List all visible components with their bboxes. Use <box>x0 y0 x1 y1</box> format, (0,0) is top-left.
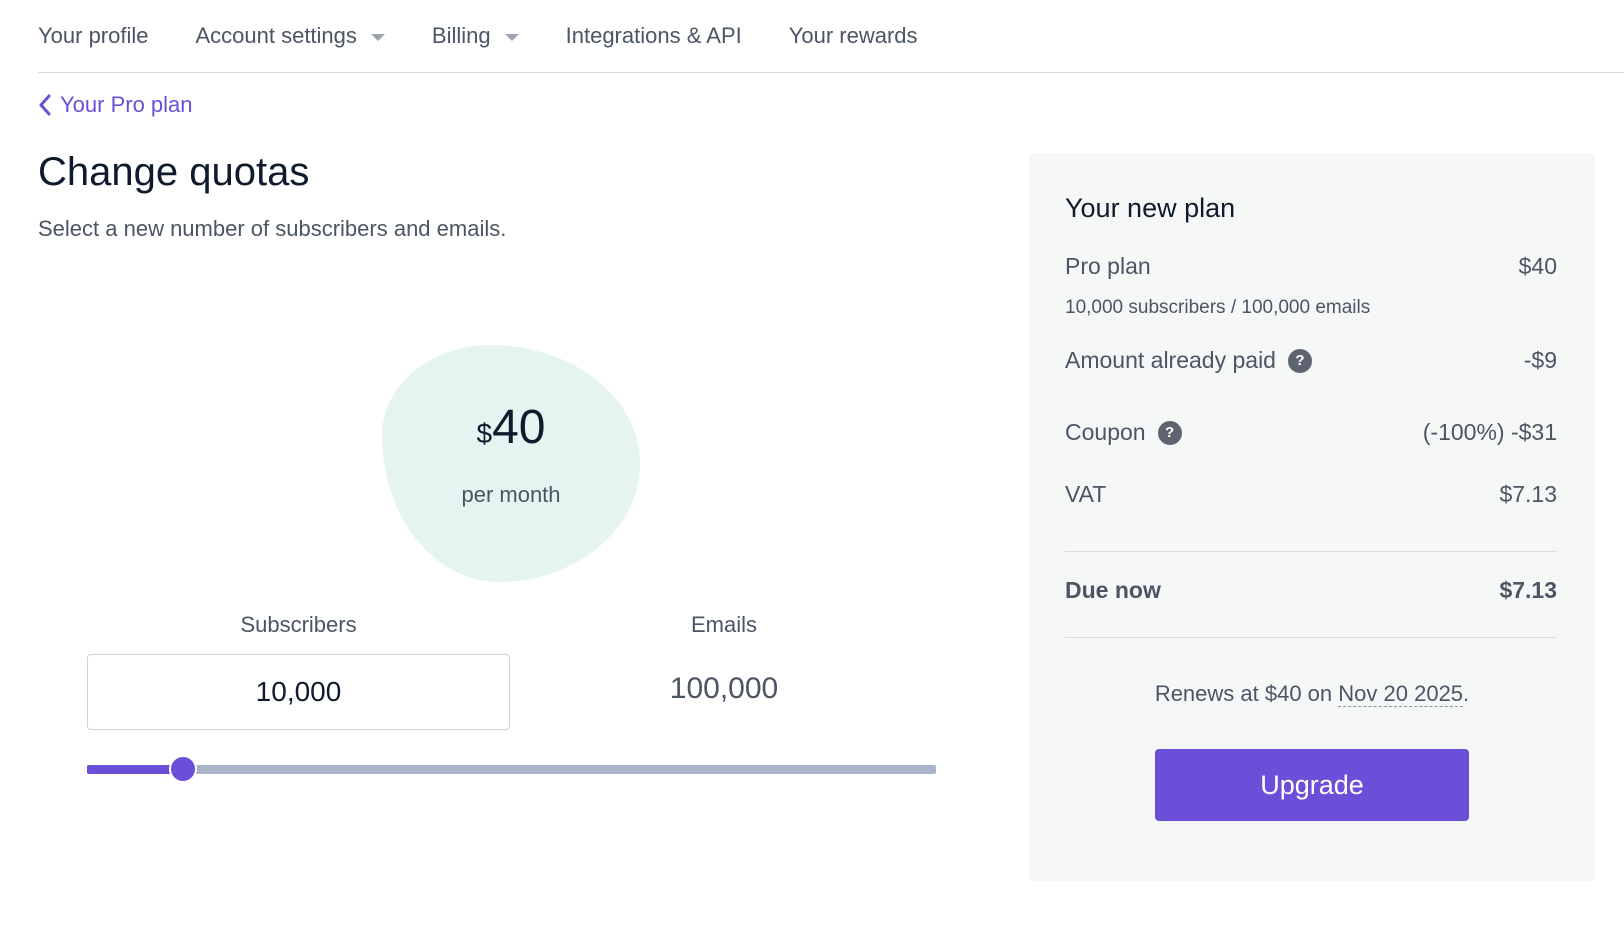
slider-fill <box>87 765 183 774</box>
renews-suffix: . <box>1463 681 1470 706</box>
nav-label: Integrations & API <box>565 23 742 48</box>
chevron-left-icon <box>39 94 51 116</box>
price-amount: 40 <box>492 401 546 454</box>
renewal-date[interactable]: Nov 20 2025 <box>1338 681 1464 707</box>
back-to-pro-plan-link[interactable]: Your Pro plan <box>38 92 193 118</box>
coupon-value: (-100%) -$31 <box>1422 419 1557 445</box>
subscribers-slider[interactable] <box>87 752 936 786</box>
due-now-value: $7.13 <box>1499 577 1557 603</box>
renewal-note: Renews at $40 on Nov 20 2025. <box>1029 681 1595 707</box>
vat-row: VAT $7.13 <box>1065 481 1557 508</box>
caret-down-icon <box>504 33 519 41</box>
new-plan-summary: Your new plan Pro plan $40 10,000 subscr… <box>1029 153 1595 881</box>
vat-label: VAT <box>1065 481 1107 507</box>
subscribers-input[interactable] <box>87 654 510 730</box>
slider-thumb[interactable] <box>168 755 197 783</box>
coupon-label: Coupon <box>1065 419 1146 445</box>
upgrade-button[interactable]: Upgrade <box>1155 749 1469 821</box>
back-link-label: Your Pro plan <box>60 92 193 117</box>
already-paid-value: -$9 <box>1523 347 1557 373</box>
page-subtitle: Select a new number of subscribers and e… <box>38 216 507 241</box>
nav-label: Your rewards <box>788 23 918 48</box>
already-paid-label: Amount already paid <box>1065 347 1276 373</box>
monthly-price: $40 <box>382 400 640 455</box>
top-nav: Your profile Account settings Billing In… <box>38 0 1624 73</box>
divider <box>1065 637 1557 638</box>
emails-label: Emails <box>690 612 757 637</box>
plan-price: $40 <box>1518 253 1557 279</box>
plan-row: Pro plan $40 <box>1065 253 1557 280</box>
nav-your-profile[interactable]: Your profile <box>38 23 148 49</box>
coupon-row: Coupon ? (-100%) -$31 <box>1065 419 1557 446</box>
nav-your-rewards[interactable]: Your rewards <box>789 23 918 49</box>
help-icon[interactable]: ? <box>1157 420 1182 445</box>
due-now-label: Due now <box>1065 577 1161 603</box>
emails-value: 100,000 <box>669 672 779 705</box>
renews-prefix: Renews at $40 on <box>1154 681 1339 706</box>
nav-label: Account settings <box>195 23 357 48</box>
nav-label: Billing <box>431 23 491 48</box>
nav-billing[interactable]: Billing <box>432 23 519 49</box>
price-period: per month <box>461 482 561 507</box>
divider <box>1065 551 1557 552</box>
due-now-row: Due now $7.13 <box>1065 577 1557 604</box>
plan-name: Pro plan <box>1065 253 1151 279</box>
summary-title: Your new plan <box>1065 193 1236 223</box>
nav-label: Your profile <box>38 23 149 48</box>
help-icon[interactable]: ? <box>1287 348 1312 373</box>
already-paid-row: Amount already paid ? -$9 <box>1065 347 1557 374</box>
subscribers-label: Subscribers <box>240 612 357 637</box>
nav-account-settings[interactable]: Account settings <box>195 23 385 49</box>
price-currency: $ <box>476 418 493 449</box>
price-blob <box>382 345 640 582</box>
page-title: Change quotas <box>38 150 310 194</box>
caret-down-icon <box>370 33 385 41</box>
nav-integrations-api[interactable]: Integrations & API <box>566 23 742 49</box>
plan-detail: 10,000 subscribers / 100,000 emails <box>1065 297 1371 318</box>
vat-value: $7.13 <box>1499 481 1557 507</box>
slider-track <box>87 765 936 774</box>
